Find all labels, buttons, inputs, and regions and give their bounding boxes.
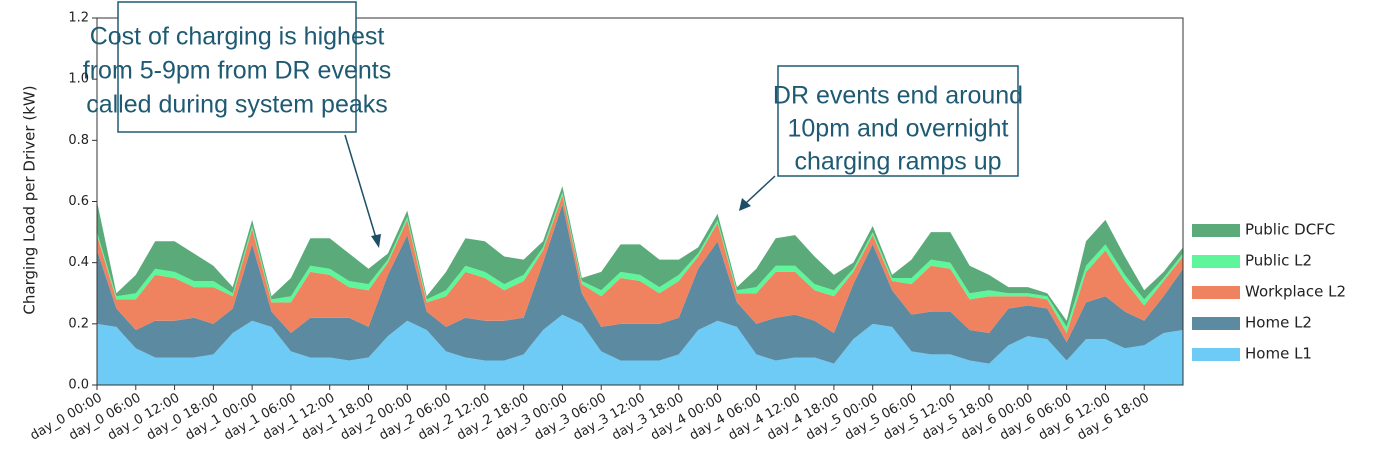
area [97, 314, 1183, 385]
y-tick-label: 0.6 [68, 194, 89, 209]
annotation-text: charging ramps up [794, 148, 1001, 176]
legend-swatch [1192, 348, 1240, 361]
annotation-text: from 5-9pm from DR events [83, 57, 391, 85]
y-tick-label: 0.2 [68, 316, 89, 331]
legend-swatch [1192, 317, 1240, 330]
y-tick-label: 1.2 [68, 11, 89, 26]
y-axis-label: Charging Load per Driver (kW) [21, 85, 39, 314]
legend-swatch [1192, 224, 1240, 237]
legend-swatch [1192, 255, 1240, 268]
annotation-text: DR events end around [773, 82, 1023, 110]
annotation-box [117, 1, 357, 133]
annotation-text: called during system peaks [86, 91, 388, 119]
legend-label: Home L1 [1245, 345, 1312, 363]
arrowhead [371, 234, 381, 248]
annotation-text: 10pm and overnight [788, 115, 1009, 143]
legend-label: Public DCFC [1245, 221, 1335, 239]
y-tick-label: 0.0 [68, 378, 89, 393]
y-tick-label: 0.4 [68, 255, 89, 270]
arrow [745, 175, 776, 204]
area [97, 204, 1183, 364]
area [97, 195, 1183, 343]
y-tick-label: 0.8 [68, 133, 89, 148]
legend-label: Public L2 [1245, 252, 1312, 270]
area [97, 186, 1183, 327]
annotation: Cost of charging is highest from 5-9pm f… [83, 1, 391, 248]
legend-swatch [1192, 286, 1240, 299]
legend-label: Workplace L2 [1245, 283, 1346, 301]
legend-label: Home L2 [1245, 314, 1312, 332]
y-tick-label: 1.0 [68, 72, 89, 87]
arrow [344, 134, 377, 239]
annotation-box [777, 65, 1019, 177]
annotation: DR events end around 10pm and overnight … [739, 65, 1023, 211]
annotation-text: Cost of charging is highest [90, 23, 385, 51]
plot-area [97, 186, 1183, 385]
arrowhead [739, 198, 751, 211]
